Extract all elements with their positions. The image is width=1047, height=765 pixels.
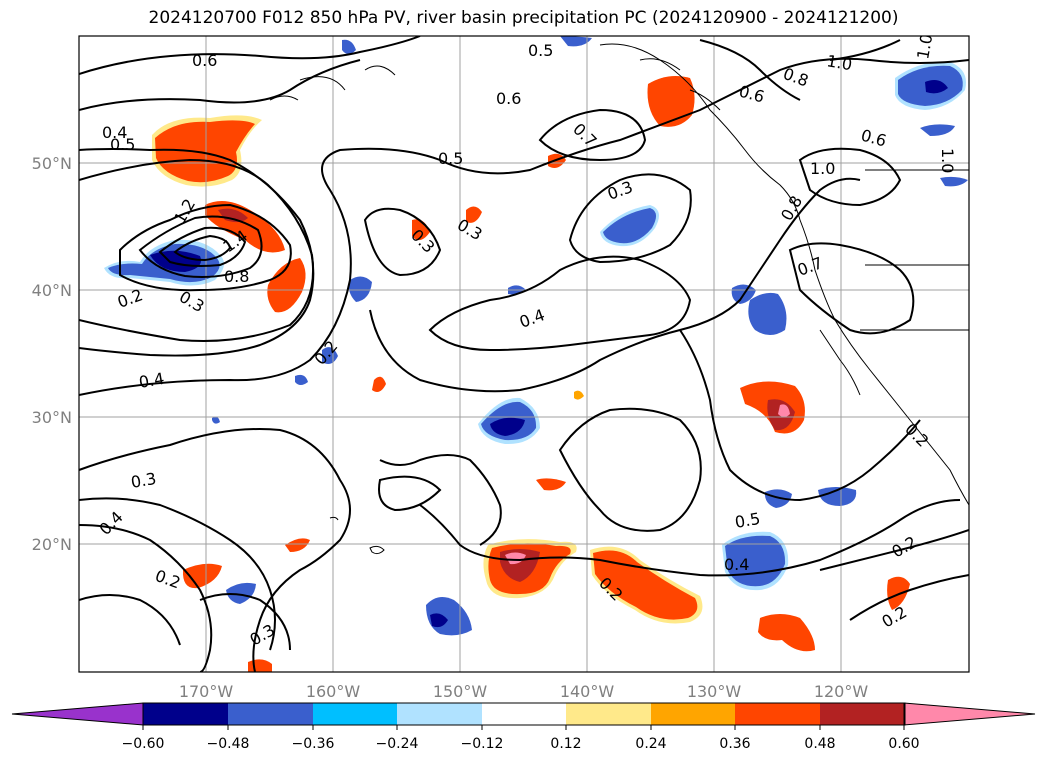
contour-label: 0.4: [137, 369, 165, 392]
colorbar-tick-label: −0.12: [461, 736, 504, 752]
lon-label: 120°W: [814, 682, 869, 701]
contour-label: 0.6: [496, 89, 521, 108]
contour-label: 0.4: [724, 555, 749, 574]
precip-positive-areas: [152, 76, 910, 672]
colorbar-segment: [313, 703, 397, 725]
lat-label: 30°N: [32, 408, 72, 427]
contour-label: 1.0: [810, 159, 835, 178]
colorbar-tick-label: −0.36: [292, 736, 335, 752]
contour-label: 0.3: [129, 469, 157, 492]
graticule: [79, 36, 969, 672]
contour-label: 1.0: [913, 32, 936, 60]
colorbar-tick-label: −0.48: [207, 736, 250, 752]
contour-label: 0.5: [110, 135, 135, 154]
lon-label: 130°W: [687, 682, 742, 701]
contour-label: 0.8: [224, 267, 249, 286]
lon-label: 140°W: [560, 682, 615, 701]
colorbar-tick-label: 0.24: [635, 736, 666, 752]
plot-border: [78, 35, 970, 673]
lon-label: 160°W: [306, 682, 361, 701]
colorbar-segment: [566, 703, 651, 725]
colorbar-tick-marks: [142, 725, 905, 730]
colorbar-tick-label: 0.60: [888, 736, 919, 752]
colorbar-segment: [143, 703, 228, 725]
colorbar-tick-label: −0.60: [122, 736, 165, 752]
colorbar-tick-label: −0.24: [376, 736, 419, 752]
colorbar: −0.60 −0.48 −0.36 −0.24 −0.12 0.12 0.24 …: [11, 702, 1036, 752]
colorbar-segment: [482, 703, 566, 725]
pv-contours: [79, 36, 969, 672]
contour-label: 0.5: [528, 41, 553, 60]
contour-label: 0.5: [438, 149, 463, 168]
latitude-labels: 50°N 40°N 30°N 20°N: [32, 154, 72, 554]
contour-label: 0.6: [192, 51, 217, 70]
lon-label: 150°W: [433, 682, 488, 701]
lat-label: 50°N: [32, 154, 72, 173]
colorbar-tick-label: 0.48: [804, 736, 835, 752]
colorbar-extend-high: [903, 702, 1036, 726]
contour-label: 0.5: [733, 509, 761, 532]
map-title: 2024120700 F012 850 hPa PV, river basin …: [148, 8, 899, 28]
contour-label: 0.4: [102, 123, 127, 142]
colorbar-segment: [397, 703, 482, 725]
contour-label: 1.0: [825, 51, 853, 74]
map-layers: 0.6 0.5 0.6 0.7 0.8 1.0 0.6 0.4 0.5 1.0 …: [79, 32, 969, 672]
contour-label: 1.0: [938, 148, 957, 173]
lat-label: 20°N: [32, 535, 72, 554]
colorbar-tick-label: 0.36: [719, 736, 750, 752]
colorbar-segment: [820, 703, 904, 725]
colorbar-segment: [735, 703, 820, 725]
colorbar-segment: [651, 703, 735, 725]
longitude-labels: 170°W 160°W 150°W 140°W 130°W 120°W: [179, 682, 869, 701]
lat-label: 40°N: [32, 281, 72, 300]
lon-label: 170°W: [179, 682, 234, 701]
colorbar-segment: [228, 703, 313, 725]
colorbar-frame: [142, 702, 906, 726]
colorbar-tick-label: 0.12: [550, 736, 581, 752]
colorbar-extend-low: [11, 702, 144, 726]
